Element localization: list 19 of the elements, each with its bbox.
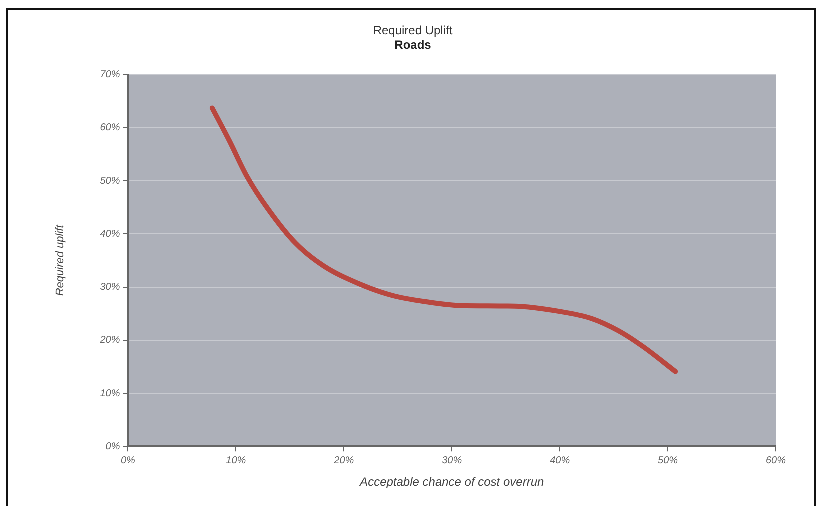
x-tick-label: 30% [442, 455, 462, 466]
y-axis-title: Required uplift [54, 224, 67, 296]
x-tick-label: 10% [226, 455, 246, 466]
y-tick-label: 0% [106, 441, 120, 452]
x-axis-title: Acceptable chance of cost overrun [359, 475, 544, 490]
x-tick-label: 20% [333, 455, 354, 466]
y-tick-label: 20% [99, 335, 120, 346]
y-tick-label: 50% [100, 176, 120, 187]
x-tick-label: 40% [550, 455, 570, 466]
y-tick-label: 60% [100, 122, 120, 134]
x-tick-label: 60% [766, 455, 786, 466]
y-tick-label: 70% [100, 70, 120, 81]
y-tick-label: 40% [100, 228, 120, 240]
chart-title: Required Uplift [373, 24, 454, 38]
x-tick-label: 0% [120, 455, 136, 466]
y-tick-label: 30% [100, 282, 120, 294]
y-tick-label: 10% [100, 388, 120, 400]
x-tick-label: 50% [658, 455, 678, 466]
chart-subtitle: Roads [394, 38, 432, 52]
